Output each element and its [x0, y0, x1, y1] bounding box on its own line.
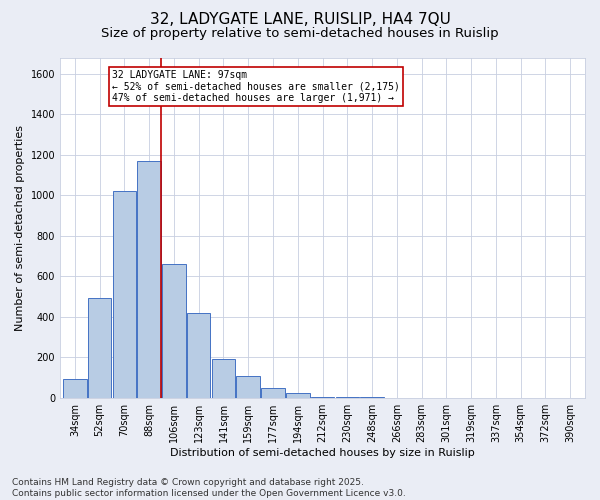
Bar [212, 359, 235, 398]
Text: 32 LADYGATE LANE: 97sqm
← 52% of semi-detached houses are smaller (2,175)
47% of: 32 LADYGATE LANE: 97sqm ← 52% of semi-de… [112, 70, 400, 103]
Text: 32, LADYGATE LANE, RUISLIP, HA4 7QU: 32, LADYGATE LANE, RUISLIP, HA4 7QU [149, 12, 451, 28]
Bar [88, 298, 112, 398]
Y-axis label: Number of semi-detached properties: Number of semi-detached properties [15, 124, 25, 330]
Text: Size of property relative to semi-detached houses in Ruislip: Size of property relative to semi-detach… [101, 28, 499, 40]
Bar [137, 161, 161, 398]
Bar [311, 396, 334, 398]
Bar [63, 380, 86, 398]
Bar [286, 392, 310, 398]
Bar [187, 312, 211, 398]
Bar [236, 376, 260, 398]
Bar [360, 396, 384, 398]
Text: Contains HM Land Registry data © Crown copyright and database right 2025.
Contai: Contains HM Land Registry data © Crown c… [12, 478, 406, 498]
Bar [335, 396, 359, 398]
Bar [162, 264, 186, 398]
X-axis label: Distribution of semi-detached houses by size in Ruislip: Distribution of semi-detached houses by … [170, 448, 475, 458]
Bar [113, 191, 136, 398]
Bar [261, 388, 285, 398]
